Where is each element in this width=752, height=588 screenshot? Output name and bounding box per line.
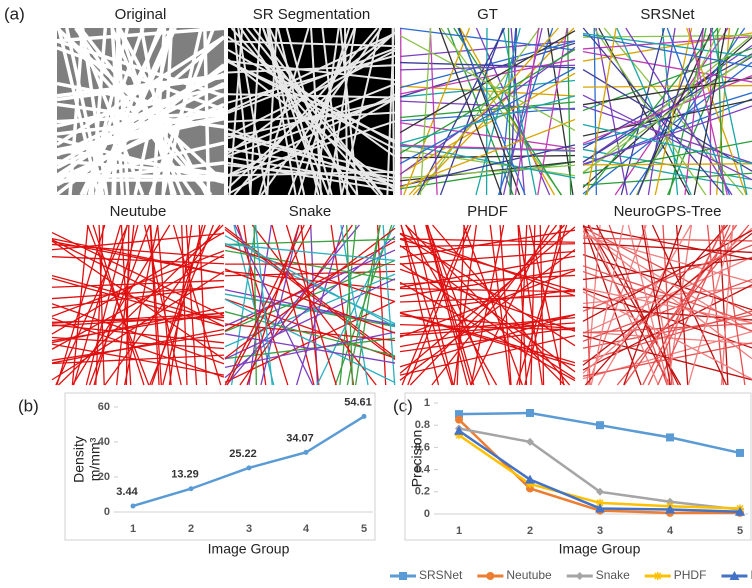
legend-label: PHDF	[674, 568, 707, 582]
value-label: 13.29	[171, 469, 199, 481]
image-title: NeuroGPS-Tree	[614, 203, 722, 220]
image-title: PHDF	[467, 203, 508, 220]
image-title: Neutube	[110, 203, 167, 220]
marker	[304, 450, 309, 455]
x-tick-label: 1	[130, 523, 136, 535]
image-title: Original	[115, 6, 167, 23]
value-label: 54.61	[344, 396, 372, 408]
image-title: SR Segmentation	[253, 6, 371, 23]
x-tick-label: 3	[246, 523, 252, 535]
y-axis-label: Precision	[409, 430, 425, 488]
y-tick-label: 0	[424, 508, 430, 520]
series-line	[133, 416, 364, 506]
filament	[420, 28, 430, 195]
x-tick-label: 1	[456, 525, 462, 537]
marker	[189, 486, 194, 491]
filament	[594, 28, 596, 195]
y-axis-label: Density	[71, 436, 87, 483]
series-line	[459, 435, 740, 508]
x-tick-label: 2	[188, 523, 194, 535]
value-label: 34.07	[286, 432, 314, 444]
legend-label: SRSNet	[419, 568, 463, 582]
panel-label: (c)	[393, 396, 413, 415]
x-tick-label: 4	[303, 523, 310, 535]
value-label: 25.22	[229, 448, 257, 460]
filament	[655, 28, 691, 195]
figure: (a) (b) (c) Original SR Segmentation GT SRS…	[0, 0, 752, 588]
series-line	[459, 429, 740, 510]
filament	[583, 164, 752, 165]
marker	[526, 409, 534, 417]
image-title: SRSNet	[640, 6, 695, 23]
legend-marker	[654, 572, 662, 580]
legend-label: Neutube	[506, 568, 552, 582]
y-axis-label: m/mm³	[87, 437, 103, 481]
filament	[225, 236, 395, 327]
marker	[666, 433, 674, 441]
filament	[225, 239, 395, 244]
panel-label: (b)	[18, 396, 39, 415]
legend-marker	[399, 572, 407, 580]
filament	[57, 176, 224, 177]
x-tick-label: 5	[361, 523, 367, 535]
marker	[455, 416, 463, 424]
x-axis-label: Image Group	[559, 541, 641, 557]
filament	[583, 35, 752, 67]
chart-frame	[65, 393, 375, 540]
marker	[362, 414, 367, 419]
y-tick-label: 0.8	[415, 419, 430, 431]
marker	[736, 449, 744, 457]
x-tick-label: 2	[527, 525, 533, 537]
x-tick-label: 3	[597, 525, 603, 537]
legend-label: Snake	[596, 568, 630, 582]
value-label: 3.44	[116, 486, 138, 498]
x-axis-label: Image Group	[208, 541, 290, 557]
legend-marker	[576, 572, 584, 580]
image-grid: Original SR Segmentation GT SRSNet Neutube Sn…	[52, 6, 752, 385]
marker	[131, 503, 136, 508]
filament	[52, 241, 224, 360]
x-tick-label: 4	[667, 525, 674, 537]
y-tick-label: 1	[424, 397, 430, 409]
filament	[531, 225, 535, 385]
image-title: Snake	[289, 203, 332, 220]
y-tick-label: 0	[104, 506, 110, 518]
image-title: GT	[477, 6, 498, 23]
marker	[596, 421, 604, 429]
marker	[247, 465, 252, 470]
filament	[126, 225, 128, 385]
legend-marker	[486, 572, 494, 580]
panel-label: (a)	[4, 4, 25, 23]
x-tick-label: 5	[737, 525, 743, 537]
series-line	[459, 413, 740, 453]
y-tick-label: 60	[98, 401, 110, 413]
